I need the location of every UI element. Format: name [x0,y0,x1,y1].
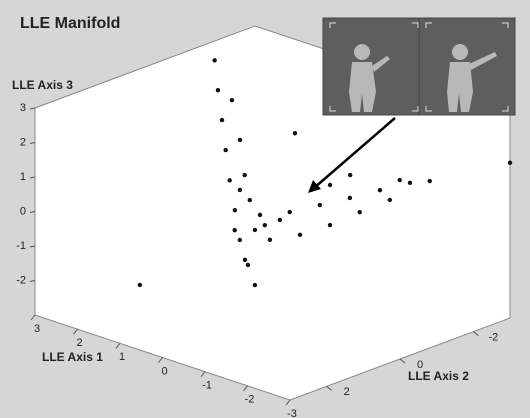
z-tick-label: 3 [20,102,26,114]
point [328,183,332,187]
point [233,208,237,212]
point [248,198,252,202]
z-tick-label: -1 [16,240,26,252]
point [508,161,512,165]
y-tick-label: 2 [344,386,350,398]
z-tick [30,212,35,213]
point [348,173,352,177]
z-tick-label: 2 [20,136,26,148]
point [318,203,322,207]
point [293,131,297,135]
y-tick [473,332,478,336]
point [233,228,237,232]
point [348,196,352,200]
x-axis-label: LLE Axis 1 [42,350,103,364]
chart-title: LLE Manifold [20,15,120,32]
z-tick-label: 0 [20,205,26,217]
point [268,238,272,242]
point [216,88,220,92]
z-tick [30,143,35,144]
x-tick [244,386,248,391]
z-tick [30,246,35,247]
inset-image [323,18,515,115]
x-tick [286,400,290,405]
x-tick-label: 2 [76,337,82,349]
point [230,98,234,102]
point [378,188,382,192]
x-tick [31,315,35,320]
x-tick-label: 1 [119,351,125,363]
point [243,173,247,177]
x-tick-label: -1 [202,380,212,392]
chart: LLE Manifold LLE Axis 3 LLE Axis 1 LLE A… [0,0,530,418]
point [358,210,362,214]
point [278,218,282,222]
x-tick-label: -2 [245,394,255,406]
point [220,118,224,122]
point [253,228,257,232]
point [388,198,392,202]
point [246,263,250,267]
z-tick-label: -2 [16,274,26,286]
y-tick [400,359,405,363]
x-tick [159,358,163,363]
point [238,138,242,142]
point [138,283,142,287]
point [243,258,247,262]
y-tick-label: 0 [417,359,423,371]
x-tick-label: 3 [34,323,40,335]
y-tick [327,386,332,390]
point [408,181,412,185]
point [223,148,227,152]
x-tick-label: 0 [161,365,167,377]
x-tick [74,329,78,334]
z-tick [30,108,35,109]
z-axis-label: LLE Axis 3 [12,78,73,92]
y-axis-label: LLE Axis 2 [408,369,469,383]
x-tick [201,372,205,377]
x-tick [116,343,120,348]
point [253,283,257,287]
point [212,58,216,62]
x-tick-label: -3 [287,408,297,418]
point [298,233,302,237]
point [328,223,332,227]
point [258,213,262,217]
point [238,238,242,242]
y-tick-label: -2 [488,332,498,344]
point [238,188,242,192]
point [398,178,402,182]
point [428,179,432,183]
z-tick [30,177,35,178]
z-tick-label: 1 [20,171,26,183]
point [228,178,232,182]
z-tick [30,281,35,282]
point [288,210,292,214]
point [263,223,267,227]
